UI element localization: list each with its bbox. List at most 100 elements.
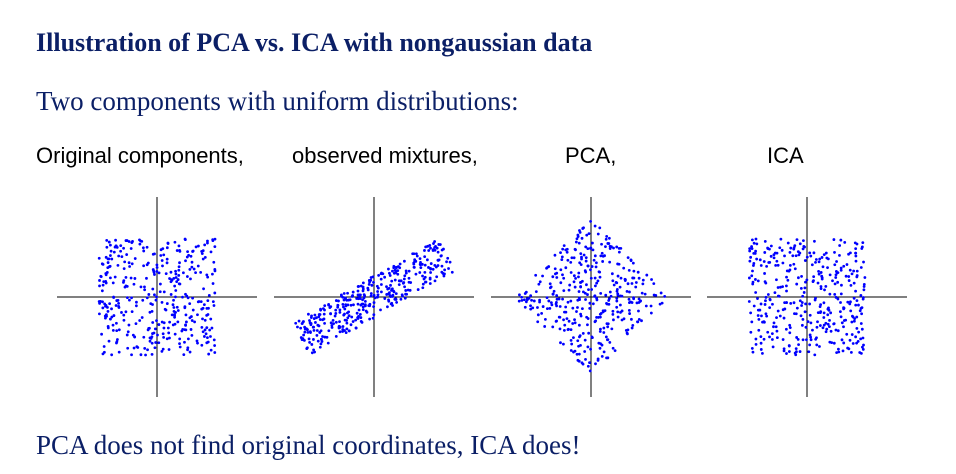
scatter-point [780,248,784,252]
scatter-point [796,337,800,341]
scatter-point [433,279,437,283]
scatter-point [124,275,128,279]
scatter-point [822,301,826,305]
scatter-point [832,341,836,345]
scatter-point [813,239,816,243]
scatter-point [602,331,606,334]
scatter-point [584,358,587,361]
scatter-point [770,338,774,341]
scatter-point [859,306,863,310]
scatter-point [338,325,342,329]
scatter-point [578,229,581,232]
scatter-point [213,268,217,271]
scatter-point [631,261,635,265]
scatter-point [776,309,780,313]
scatter-point [828,340,832,344]
scatter-point [834,270,838,273]
scatter-point [838,310,842,314]
scatter-point [388,293,392,297]
scatter-point [572,256,576,260]
scatter-point [775,336,779,340]
scatter-point [319,329,323,333]
scatter-point [562,329,566,332]
caption-ica: ICA [767,143,804,168]
scatter-point [599,254,603,258]
scatter-point [581,331,585,335]
scatter-point [588,307,592,310]
scatter-point [817,260,821,264]
scatter-point [803,245,806,249]
scatter-point [837,347,840,351]
scatter-point [558,327,562,331]
scatter-point [555,276,559,279]
scatter-point [768,298,772,302]
scatter-point [771,345,775,349]
scatter-point [423,270,427,274]
scatter-point [841,349,845,353]
scatter-point [307,312,310,316]
scatter-point [162,253,166,257]
scatter-point [789,301,793,305]
scatter-point [162,290,166,294]
scatter-point [848,268,852,272]
scatter-point [135,300,138,304]
scatter-point [100,289,104,293]
scatter-point [130,296,133,300]
scatter-point [752,241,756,245]
scatter-point [361,287,365,291]
scatter-point [805,255,809,259]
scatter-point [520,298,524,302]
scatter-point [157,341,161,345]
scatter-point [367,304,371,308]
scatter-point [204,332,208,336]
scatter-point [540,311,544,315]
scatter-point [860,327,864,331]
scatter-point [803,286,807,290]
scatter-point [182,271,185,275]
scatter-point [817,272,821,276]
scatter-point [319,342,323,346]
scatter-point [104,272,108,275]
scatter-point [308,319,311,322]
scatter-point [372,313,376,317]
scatter-point [347,329,351,333]
scatter-point [754,278,757,281]
scatter-point [802,239,805,242]
scatter-point [860,247,864,250]
scatter-point [414,272,418,276]
scatter-point [595,298,599,302]
scatter-point [344,331,348,335]
scatter-point [352,303,355,307]
scatter-point [628,290,631,294]
scatter-point [859,351,863,355]
scatter-point [815,325,819,329]
scatter-point [192,267,196,271]
scatter-point [604,335,608,339]
scatter-point [862,260,865,264]
scatter-point [125,253,129,256]
scatter-point [407,280,411,284]
scatter-point [545,296,549,300]
slide-subtitle: Two components with uniform distribution… [36,86,519,116]
scatter-point [396,269,400,273]
scatter-point [361,285,365,289]
scatter-point [98,302,101,305]
scatter-point [792,262,796,266]
caption-pca: PCA, [565,143,617,168]
scatter-point [518,293,521,297]
scatter-point [660,301,664,305]
scatter-point [801,338,805,342]
scatter-point [404,269,408,273]
scatter-point [354,318,358,322]
scatter-point [578,335,581,339]
scatter-point [172,309,176,313]
scatter-point [125,284,129,288]
scatter-point [808,313,812,317]
scatter-point [794,254,798,258]
scatter-point [822,253,826,256]
scatter-point [296,325,299,329]
scatter-point [355,311,359,315]
scatter-point [593,320,597,324]
